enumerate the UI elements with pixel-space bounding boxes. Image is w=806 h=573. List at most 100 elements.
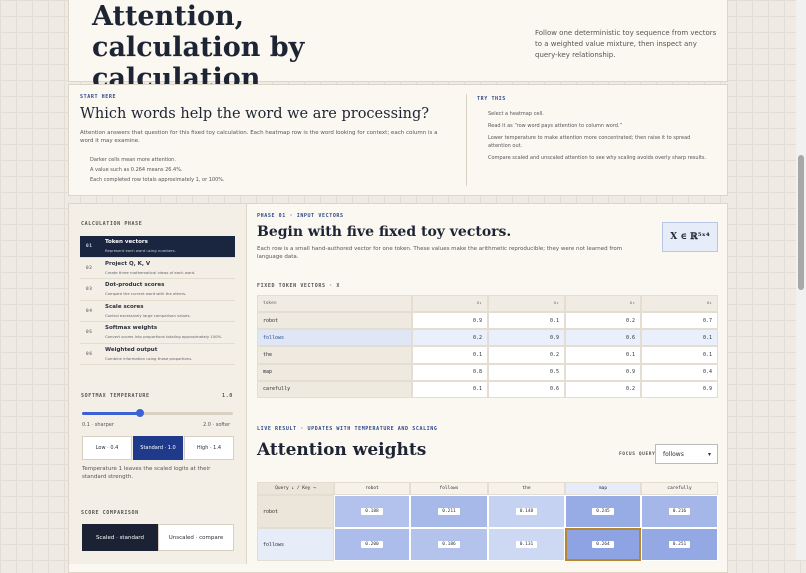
phase-paragraph: Each row is a small hand-authored vector… (257, 246, 623, 260)
phase-title: Project Q, K, V (105, 260, 151, 267)
try-item: Select a heatmap cell. (488, 111, 544, 117)
phase-title: Dot-product scores (105, 282, 165, 288)
heatmap-cell[interactable]: 0.264 (565, 528, 641, 561)
phase-title: Scale scores (105, 303, 144, 310)
focus-label: FOCUS QUERY (619, 452, 656, 457)
phase-num: 05 (86, 330, 93, 335)
heatmap-cell[interactable]: 0.188 (334, 495, 410, 528)
table-cell: 0.8 (412, 363, 488, 381)
token-cell: carefully (257, 380, 412, 398)
cell-value: 0.186 (438, 541, 460, 548)
phase-desc: Represent each word using numbers. (105, 248, 176, 253)
key-header: robot (334, 482, 410, 495)
phase-item[interactable]: 01 Token vectors Represent each word using… (80, 236, 235, 258)
slider-thumb[interactable] (136, 409, 144, 417)
table-cell: 0.1 (641, 329, 718, 347)
heatmap-cell[interactable]: 0.245 (565, 495, 641, 528)
subtitle: Follow one deterministic toy sequence fr… (535, 29, 717, 59)
query-label: robot (257, 495, 334, 528)
preset-button[interactable]: High · 1.4 (184, 436, 234, 460)
phase-title: Token vectors (105, 239, 148, 245)
score-label: SCORE COMPARISON (81, 510, 139, 516)
temp-min: 0.1 · sharper (82, 422, 114, 428)
token-cell: follows (257, 329, 412, 347)
phase-item[interactable]: 06 Weighted output Combine information usi… (80, 344, 235, 365)
table-cell: 0.1 (412, 380, 488, 398)
table-header: x₂ (488, 295, 565, 312)
focus-value: follows (663, 450, 684, 458)
score-button[interactable]: Unscaled · compare (158, 524, 234, 551)
table-cell: 0.6 (488, 380, 565, 398)
try-item: Compare scaled and unscaled attention to… (488, 155, 707, 161)
table-cell: 0.2 (565, 380, 641, 398)
sidebar (69, 204, 247, 564)
heatmap-cell[interactable]: 0.216 (641, 495, 718, 528)
key-header: map (565, 482, 641, 495)
preset-button[interactable]: Low · 0.4 (82, 436, 132, 460)
preset-button[interactable]: Standard · 1.0 (133, 436, 183, 460)
phase-num: 01 (86, 244, 93, 249)
table-cell: 0.9 (488, 329, 565, 347)
table-cell: 0.1 (641, 346, 718, 364)
table-cell: 0.2 (488, 346, 565, 364)
phase-title: Softmax weights (105, 325, 158, 331)
phase-num: 06 (86, 351, 93, 357)
temp-max: 2.0 · softer (203, 422, 231, 428)
phase-item[interactable]: 02 Project Q, K, V Create three mathematic… (80, 258, 235, 279)
phase-desc: Control excessively large comparison val… (105, 312, 191, 318)
cell-value: 0.216 (668, 508, 691, 515)
phase-desc: Compare the current word with the others… (105, 291, 187, 296)
score-button[interactable]: Scaled · standard (82, 524, 158, 551)
heatmap-cell[interactable]: 0.186 (410, 528, 488, 561)
token-cell: robot (257, 312, 412, 330)
phase-item[interactable]: 05 Softmax weights Convert scores into pro… (80, 322, 235, 344)
try-eyebrow: TRY THIS (477, 96, 506, 102)
table-header: x₃ (565, 295, 641, 312)
badge: X ∈ ℝ⁵ˣ⁴ (662, 222, 718, 252)
hero (68, 0, 728, 82)
table-header: x₄ (641, 295, 718, 312)
try-list: Select a heatmap cell. Read it as “row wo… (488, 110, 713, 166)
focus-select[interactable]: follows ▾ (655, 444, 718, 464)
cell-value: 0.200 (361, 541, 383, 548)
phase-num: 02 (86, 265, 93, 271)
key-header: the (488, 482, 565, 495)
heatmap-cell[interactable]: 0.131 (488, 528, 565, 561)
intro-paragraph: Attention answers that question for this… (80, 130, 438, 144)
note: A value such as 0.264 means 26.4%. (90, 167, 183, 173)
heatmap-cell[interactable]: 0.200 (334, 528, 410, 561)
temp-label: SOFTMAX TEMPERATURE (81, 393, 150, 399)
heatmap-eyebrow: LIVE RESULT · UPDATES WITH TEMPERATURE A… (257, 426, 438, 432)
try-item: Read it as “row word pays attention to c… (488, 123, 623, 129)
table-cell: 0.9 (565, 363, 641, 381)
table-cell: 0.6 (565, 329, 641, 347)
table-cell: 0.9 (412, 312, 488, 330)
phase-desc: Convert scores into proportions totaling… (105, 334, 223, 339)
table-cell: 0.2 (412, 329, 488, 347)
phase-heading: Begin with five fixed toy vectors. (257, 224, 512, 240)
cell-value: 0.211 (438, 508, 460, 515)
cell-value: 0.148 (515, 508, 538, 515)
intro-panel (68, 84, 728, 196)
scrollbar[interactable] (796, 0, 806, 560)
slider-track[interactable] (82, 412, 233, 415)
temp-value: 1.0 (222, 393, 233, 399)
phase-desc: Create three mathematical views of each … (105, 269, 196, 275)
token-cell: map (257, 363, 412, 381)
table-header: token (257, 295, 412, 312)
phase-eyebrow: PHASE 01 · INPUT VECTORS (257, 213, 344, 219)
phase-item[interactable]: 04 Scale scores Control excessively large … (80, 301, 235, 322)
cell-value: 0.245 (592, 508, 614, 515)
key-header: carefully (641, 482, 718, 495)
phase-item[interactable]: 03 Dot-product scores Compare the current … (80, 279, 235, 301)
heatmap-cell[interactable]: 0.251 (641, 528, 718, 561)
heatmap-cell[interactable]: 0.211 (410, 495, 488, 528)
query-label: follows (257, 528, 334, 561)
phase-num: 03 (86, 287, 93, 292)
notes: Darker cells mean more attention. A value… (90, 155, 225, 185)
heatmap-cell[interactable]: 0.148 (488, 495, 565, 528)
note: Darker cells mean more attention. (90, 157, 176, 163)
table-cell: 0.7 (641, 312, 718, 330)
temp-note: Temperature 1 leaves the scaled logits a… (82, 466, 211, 480)
